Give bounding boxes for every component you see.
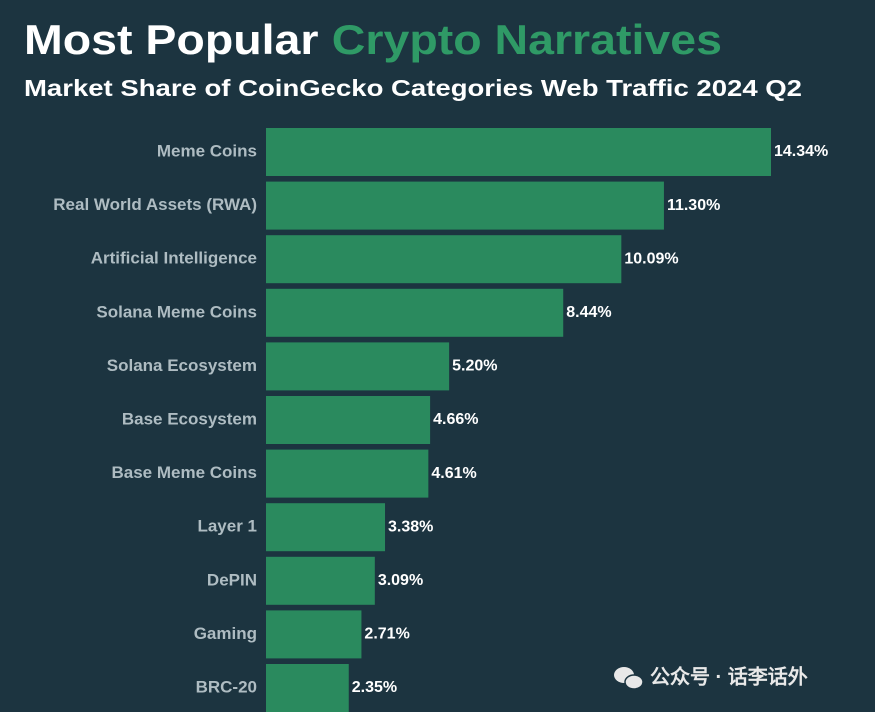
category-label: Base Meme Coins (112, 463, 258, 482)
category-label: Artificial Intelligence (91, 249, 257, 268)
category-label: Meme Coins (157, 141, 257, 160)
value-label: 3.38% (388, 518, 433, 535)
bar (266, 503, 386, 552)
chart-title: Most Popular Crypto Narratives (24, 16, 722, 63)
title-main: Most Popular (24, 16, 319, 63)
category-label: Real World Assets (RWA) (53, 195, 257, 214)
bar (266, 342, 450, 391)
bar (266, 396, 431, 444)
bar (266, 664, 349, 712)
category-label: Gaming (194, 624, 257, 643)
value-label: 11.30% (667, 197, 720, 214)
value-label: 4.61% (431, 465, 476, 482)
watermark-icon (614, 667, 644, 690)
watermark: 公众号 · 话李话外 (650, 664, 808, 688)
category-label: DePIN (207, 570, 257, 589)
bar (266, 235, 622, 284)
bar (266, 128, 771, 176)
bar (266, 556, 375, 605)
title-highlight: Crypto Narratives (332, 16, 722, 63)
value-label: 3.09% (378, 572, 423, 589)
bar (266, 449, 429, 498)
category-label: Layer 1 (197, 517, 257, 536)
bar (266, 181, 664, 230)
category-label: Base Ecosystem (122, 409, 257, 428)
bar (266, 288, 564, 337)
value-label: 4.66% (433, 411, 478, 428)
category-label: Solana Ecosystem (107, 356, 257, 375)
value-label: 2.35% (352, 679, 397, 696)
chart-subtitle: Market Share of CoinGecko Categories Web… (24, 75, 802, 101)
bar (266, 610, 362, 659)
value-label: 5.20% (452, 358, 497, 375)
value-label: 8.44% (566, 304, 611, 321)
category-label: Solana Meme Coins (96, 302, 257, 321)
value-label: 14.34% (774, 143, 828, 160)
category-label: BRC-20 (196, 677, 257, 696)
value-label: 10.09% (624, 250, 678, 267)
value-label: 2.71% (364, 626, 409, 643)
